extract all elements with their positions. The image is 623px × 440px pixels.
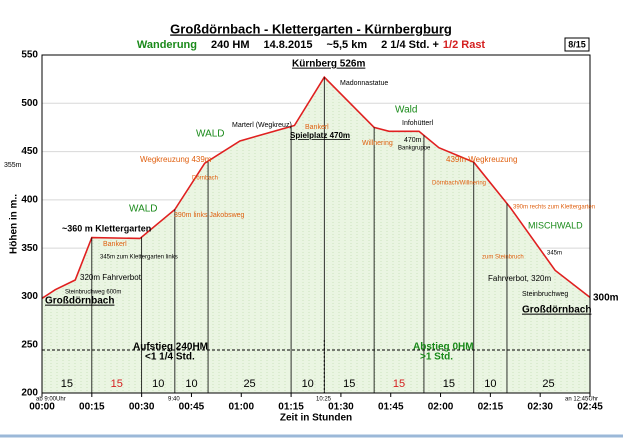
x-tick-label: 01:45 [378, 402, 404, 413]
annotation: 439m Wegkreuzung [446, 155, 517, 164]
plot-frame [41, 54, 591, 394]
annotation: 470m [404, 137, 422, 144]
annotation: Abstieg 0HM [413, 342, 474, 353]
annotation: 9:40 [168, 397, 180, 403]
y-tick-label: 450 [21, 146, 38, 157]
y-tick-label: 250 [21, 339, 38, 350]
annotation: Steinbruchweg 600m [65, 290, 121, 296]
subtitle-part: 14.8.2015 [264, 39, 313, 51]
segment-duration: 25 [542, 378, 554, 390]
segment-duration: 15 [393, 378, 405, 390]
annotation: Spielplatz 470m [290, 131, 350, 140]
x-axis-label: Zeit in Stunden [280, 413, 352, 424]
badge: 8/15 [568, 39, 586, 49]
subtitle-part: 1/2 Rast [443, 39, 486, 51]
annotation: 390m rechts zum Klettergarten [513, 205, 595, 211]
annotation: 320m Fahrverbot [80, 273, 142, 282]
annotation: Aufstieg 240HM [133, 342, 208, 353]
y-tick-label: 400 [21, 194, 38, 205]
annotation: MISCHWALD [528, 220, 583, 230]
area-fill [42, 77, 590, 393]
annotation: Wald [395, 105, 417, 116]
segment-duration: 10 [484, 378, 496, 390]
annotation: WALD [129, 204, 158, 215]
badge-box [564, 37, 590, 52]
segment-duration: 10 [302, 378, 314, 390]
annotation: ab 9:00Uhr [36, 397, 66, 403]
subtitle-part: ~5,5 km [326, 39, 367, 51]
annotation: Bankerl [103, 241, 127, 248]
annotation: Dörnbach/Willnering [432, 181, 486, 187]
segment-duration: 10 [185, 378, 197, 390]
x-tick-label: 00:00 [29, 402, 55, 413]
segment-duration: 25 [243, 378, 255, 390]
annotation: Bankerl [305, 124, 329, 131]
annotation: 10:25 [316, 397, 332, 403]
y-tick-label: 200 [21, 388, 38, 399]
chart-title: Großdörnbach - Klettergarten - Kürnbergb… [170, 21, 452, 36]
subtitle-part: 240 HM [211, 39, 250, 51]
segment-duration: 10 [152, 378, 164, 390]
annotation: Steinbruchweg [522, 291, 568, 298]
x-tick-label: 00:45 [179, 402, 205, 413]
annotation: Wegkreuzung 439m [140, 155, 212, 164]
annotation: <1 1/4 Std. [145, 352, 195, 363]
subtitle-part: Wanderung [137, 39, 197, 51]
y-tick-label: 300 [21, 291, 38, 302]
annotation: Bankgruppe [398, 146, 431, 152]
x-tick-label: 02:00 [428, 402, 454, 413]
annotation: ~360 m Klettergarten [62, 223, 151, 233]
annotation: Willnering [362, 140, 393, 147]
x-tick-label: 02:45 [577, 402, 603, 413]
annotation: 390m links Jakobsweg [174, 212, 245, 219]
annotation: Großdörnbach [522, 305, 591, 316]
x-tick-label: 00:15 [79, 402, 105, 413]
annotation: Kürnberg 526m [292, 59, 365, 70]
annotation: zum Steinbruch [482, 255, 524, 261]
annotation: WALD [196, 129, 225, 140]
segment-duration: 15 [111, 378, 123, 390]
annotation: 300m [593, 293, 619, 304]
annotation: Dörnbach [192, 176, 218, 182]
x-tick-label: 00:30 [129, 402, 155, 413]
annotation: Großdörnbach [45, 296, 114, 307]
y-axis-label: Höhen in m.. [9, 194, 20, 254]
profile-line [41, 75, 591, 300]
annotation: 355m [4, 162, 22, 169]
y-tick-label: 350 [21, 243, 38, 254]
annotation: 345m [547, 251, 562, 257]
segment-duration: 15 [443, 378, 455, 390]
y-tick-label: 500 [21, 98, 38, 109]
subtitle-part: 2 1/4 Std. + [381, 39, 439, 51]
annotation: >1 Std. [420, 352, 453, 363]
annotation: Marterl (Wegkreuz) [232, 122, 292, 129]
x-tick-label: 01:15 [278, 402, 304, 413]
x-tick-label: 01:30 [328, 402, 354, 413]
annotation: Fahrverbot, 320m [488, 274, 551, 283]
annotation: 345m zum Klettergarten links [100, 255, 178, 261]
annotation: an 12:45Uhr [565, 397, 598, 403]
x-tick-label: 01:00 [228, 402, 254, 413]
y-tick-label: 550 [21, 50, 38, 61]
subtitle: Wanderung 240 HM 14.8.2015 ~5,5 km 2 1/4 Std… [137, 39, 486, 51]
x-tick-label: 02:30 [527, 402, 553, 413]
x-tick-label: 02:15 [478, 402, 504, 413]
annotation: Madonnastatue [340, 80, 388, 87]
annotation: Infohütterl [402, 120, 434, 127]
segment-duration: 15 [61, 378, 73, 390]
segment-duration: 15 [343, 378, 355, 390]
